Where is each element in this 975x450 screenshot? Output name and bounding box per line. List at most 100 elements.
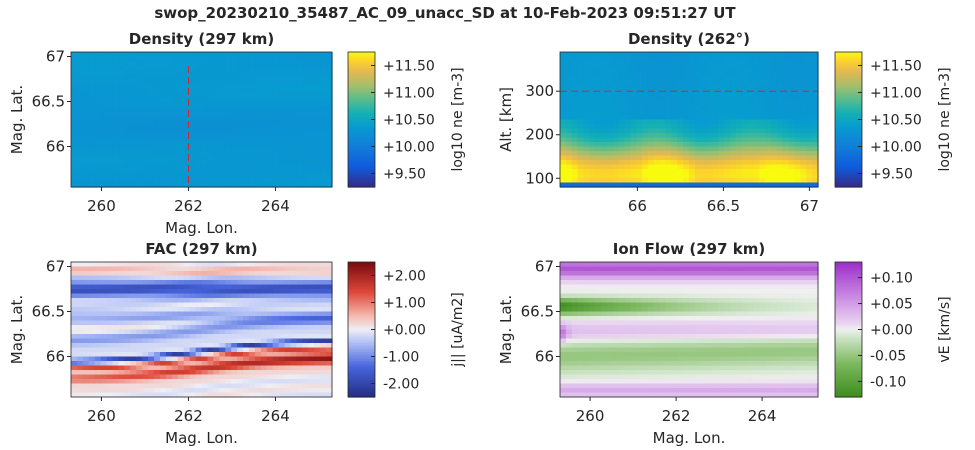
heatmap-cell: [118, 311, 125, 317]
heatmap-cell: [612, 61, 620, 67]
heatmap-cell: [124, 101, 131, 107]
heatmap-cell: [260, 65, 268, 71]
heatmap-cell: [219, 133, 226, 139]
heatmap-cell: [712, 155, 719, 161]
heatmap-cell: [71, 289, 78, 295]
heatmap-cell: [308, 361, 315, 367]
heatmap-cell: [320, 329, 327, 335]
heatmap-cell: [124, 142, 131, 148]
colorbar-segment: [835, 117, 862, 121]
heatmap-cell: [606, 178, 614, 184]
heatmap-cell: [76, 298, 84, 304]
heatmap-cell: [154, 388, 161, 394]
heatmap-cell: [248, 347, 256, 353]
heatmap-cell: [314, 88, 321, 94]
heatmap-cell: [700, 146, 708, 152]
heatmap-cell: [272, 106, 280, 112]
heatmap-cell: [630, 311, 637, 317]
heatmap-cell: [278, 347, 286, 353]
heatmap-cell: [219, 388, 226, 394]
heatmap-cell: [100, 365, 108, 371]
heatmap-cell: [189, 302, 197, 308]
heatmap-cell: [278, 374, 286, 380]
heatmap-cell: [606, 92, 614, 98]
heatmap-cell: [571, 370, 579, 376]
heatmap-cell: [237, 119, 244, 125]
heatmap-cell: [314, 160, 321, 166]
heatmap-cell: [254, 316, 262, 322]
heatmap-cell: [683, 52, 690, 58]
heatmap-cell: [231, 280, 238, 286]
heatmap-cell: [571, 146, 579, 152]
heatmap-cell: [782, 128, 790, 134]
heatmap-cell: [237, 146, 244, 152]
heatmap-cell: [225, 298, 232, 304]
heatmap-cell: [782, 169, 790, 175]
heatmap-cell: [88, 56, 96, 62]
heatmap-cell: [219, 289, 226, 295]
heatmap-cell: [753, 101, 760, 107]
heatmap-cell: [812, 151, 819, 157]
heatmap-cell: [326, 151, 333, 157]
heatmap-cell: [320, 115, 327, 121]
colorbar-segment: [835, 135, 862, 139]
heatmap-cell: [118, 352, 125, 358]
colorbar-segment: [348, 392, 375, 396]
heatmap-cell: [565, 307, 573, 313]
heatmap-cell: [326, 347, 333, 353]
heatmap-cell: [712, 88, 719, 94]
heatmap-cell: [154, 101, 161, 107]
heatmap-cell: [254, 56, 262, 62]
heatmap-cell: [759, 88, 766, 94]
heatmap-cell: [272, 329, 280, 335]
heatmap-cell: [290, 178, 298, 184]
heatmap-cell: [272, 343, 280, 349]
colorbar-segment: [348, 85, 375, 89]
heatmap-cell: [712, 70, 719, 76]
heatmap-cell: [718, 124, 725, 130]
heatmap-cell: [201, 356, 209, 362]
colorbar-segment: [835, 92, 862, 96]
heatmap-cell: [254, 88, 262, 94]
heatmap-cell: [130, 65, 137, 71]
heatmap-cell: [788, 151, 796, 157]
heatmap-cell: [189, 182, 197, 188]
heatmap-cell: [124, 338, 131, 344]
heatmap-cell: [88, 338, 96, 344]
heatmap-cell: [148, 178, 155, 184]
heatmap-cell: [260, 164, 268, 170]
heatmap-cell: [254, 280, 262, 286]
heatmap-cell: [741, 74, 749, 80]
heatmap-cell: [272, 316, 280, 322]
heatmap-cell: [213, 178, 220, 184]
heatmap-cell: [171, 124, 179, 130]
heatmap-cell: [606, 106, 614, 112]
heatmap-cell: [665, 365, 673, 371]
heatmap-cell: [260, 347, 268, 353]
heatmap-cell: [606, 115, 614, 121]
heatmap-cell: [630, 83, 637, 89]
colorbar-segment: [348, 345, 375, 349]
heatmap-cell: [565, 298, 573, 304]
heatmap-cell: [171, 146, 179, 152]
heatmap-cell: [694, 182, 702, 188]
heatmap-cell: [207, 307, 214, 313]
heatmap-cell: [326, 280, 333, 286]
heatmap-cell: [565, 370, 573, 376]
heatmap-cell: [195, 298, 203, 304]
heatmap-cell: [290, 92, 298, 98]
colorbar-segment: [348, 363, 375, 367]
heatmap-cell: [800, 182, 807, 188]
heatmap-cell: [612, 325, 620, 331]
heatmap-cell: [272, 280, 280, 286]
colorbar-segment: [835, 83, 862, 87]
heatmap-cell: [260, 356, 268, 362]
heatmap-cell: [583, 182, 590, 188]
heatmap-cell: [260, 280, 268, 286]
heatmap-cell: [612, 79, 620, 85]
heatmap-cell: [577, 146, 585, 152]
heatmap-cell: [577, 110, 585, 116]
heatmap-cell: [624, 115, 631, 121]
heatmap-cell: [694, 325, 702, 331]
colorbar-segment: [835, 119, 862, 123]
